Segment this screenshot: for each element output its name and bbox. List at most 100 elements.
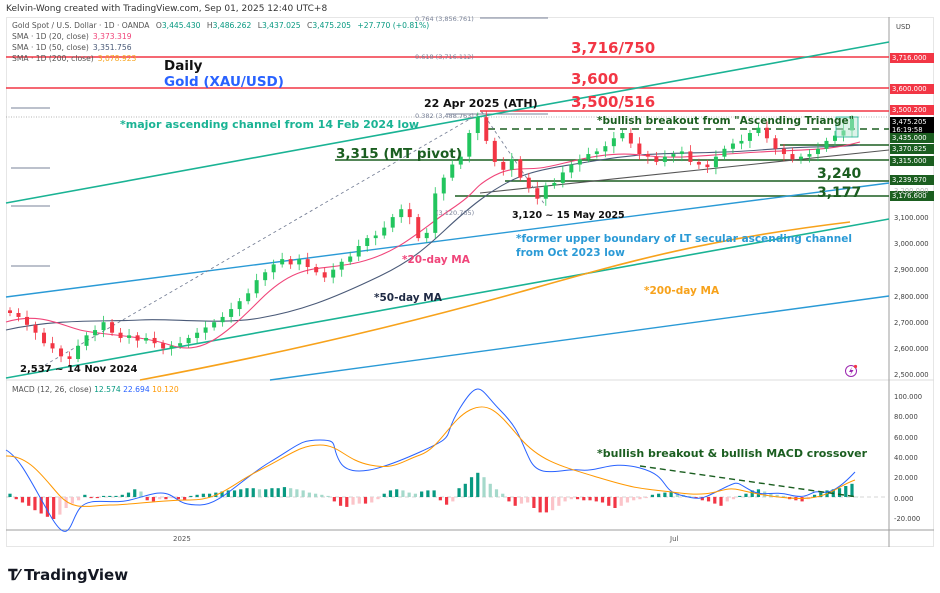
candle[interactable] [110,322,115,333]
candle[interactable] [50,343,55,349]
symbol-name[interactable]: Gold Spot / U.S. Dollar · 1D · OANDA [12,21,150,30]
candle[interactable] [84,335,89,346]
candle[interactable] [178,343,183,346]
candle[interactable] [654,156,659,162]
candle[interactable] [441,177,446,194]
candle[interactable] [747,133,752,141]
candle[interactable] [781,148,786,155]
candle[interactable] [509,159,514,170]
signal-line[interactable] [5,406,856,507]
candle[interactable] [603,146,608,152]
major-channel-upper[interactable] [5,41,890,204]
candle[interactable] [314,267,319,273]
candle[interactable] [628,133,633,144]
resistance-lines[interactable] [6,56,889,112]
breakout-highlight-box[interactable] [835,116,859,138]
candle[interactable] [93,330,98,336]
candle[interactable] [365,238,370,246]
candle[interactable] [773,138,778,149]
candle[interactable] [832,135,837,141]
candle[interactable] [144,337,149,341]
candle[interactable] [169,345,174,349]
candle[interactable] [424,232,429,239]
candle[interactable] [450,164,455,178]
candle[interactable] [322,272,327,278]
candlestick-series[interactable] [8,110,854,367]
macd-histogram[interactable] [8,472,854,519]
candle[interactable] [382,227,387,236]
lt-channel-lower[interactable] [269,295,890,381]
candle[interactable] [390,217,395,228]
candle[interactable] [586,154,591,160]
sma20-line[interactable] [5,141,861,349]
candle[interactable] [696,161,701,165]
candle[interactable] [399,209,404,218]
candle[interactable] [790,154,795,160]
currency-label[interactable]: USD [896,23,911,31]
candle[interactable] [492,140,497,162]
macd-axis[interactable]: 100.000 80.000 60.000 40.000 20.000 0.000 -20.… [890,381,934,530]
candle[interactable] [297,259,302,265]
candle[interactable] [467,133,472,157]
candle[interactable] [229,309,234,317]
sma20-row[interactable]: SMA · 1D (20, close) 3,373.319 [12,31,433,42]
candle[interactable] [305,259,310,268]
major-channel-lower[interactable] [5,218,890,379]
candle[interactable] [331,269,336,278]
candle[interactable] [16,313,21,317]
candle[interactable] [824,140,829,149]
candle[interactable] [254,280,259,294]
lt-channel-upper[interactable] [5,182,890,298]
candle[interactable] [764,127,769,139]
candle[interactable] [577,159,582,165]
candle[interactable] [594,151,599,155]
candle[interactable] [118,332,123,338]
candle[interactable] [8,310,12,313]
candle[interactable] [458,156,463,165]
candle[interactable] [212,322,217,328]
candle[interactable] [246,293,251,302]
candle[interactable] [271,264,276,273]
candle[interactable] [101,322,106,331]
macd-trendline-dashed[interactable] [639,465,859,498]
candle[interactable] [798,156,803,160]
candle[interactable] [59,348,64,357]
candle[interactable] [348,256,353,262]
candle[interactable] [526,177,531,189]
candle[interactable] [288,259,293,265]
candle[interactable] [237,301,242,310]
candle[interactable] [280,259,285,265]
sma200-row[interactable]: SMA · 1D (200, close) 3,078.923 [12,53,433,64]
sma50-line[interactable] [5,144,861,331]
candle[interactable] [552,182,557,186]
fib-retracement-connector[interactable] [44,111,546,366]
triangle-lower-trendline[interactable] [479,149,890,194]
alert-lightning-icon[interactable] [845,364,858,377]
candle[interactable] [195,332,200,338]
candle[interactable] [433,193,438,233]
candle[interactable] [356,246,361,257]
candle[interactable] [407,209,412,218]
candle[interactable] [33,324,38,333]
candle[interactable] [671,154,676,157]
candle[interactable] [535,188,540,199]
candle[interactable] [756,127,761,134]
candle[interactable] [42,332,47,344]
macd-legend[interactable]: MACD (12, 26, close) 12.574 22.694 10.12… [12,385,179,394]
candle[interactable] [739,140,744,144]
candle[interactable] [501,161,506,170]
candle[interactable] [203,327,208,333]
candle[interactable] [662,156,667,162]
tradingview-logo[interactable]: 𝐓⁄ TradingView [8,566,128,584]
candle[interactable] [645,154,650,157]
candle[interactable] [67,356,72,359]
candle[interactable] [620,133,625,139]
candle[interactable] [713,156,718,168]
price-axis[interactable]: USD 3,716.000 3,600.000 3,500.200 3,475.205… [890,17,934,380]
time-axis[interactable]: 2025 Jul [6,531,889,547]
candle[interactable] [186,337,191,344]
candle[interactable] [679,151,684,155]
candle[interactable] [416,217,421,239]
candle[interactable] [135,335,140,341]
